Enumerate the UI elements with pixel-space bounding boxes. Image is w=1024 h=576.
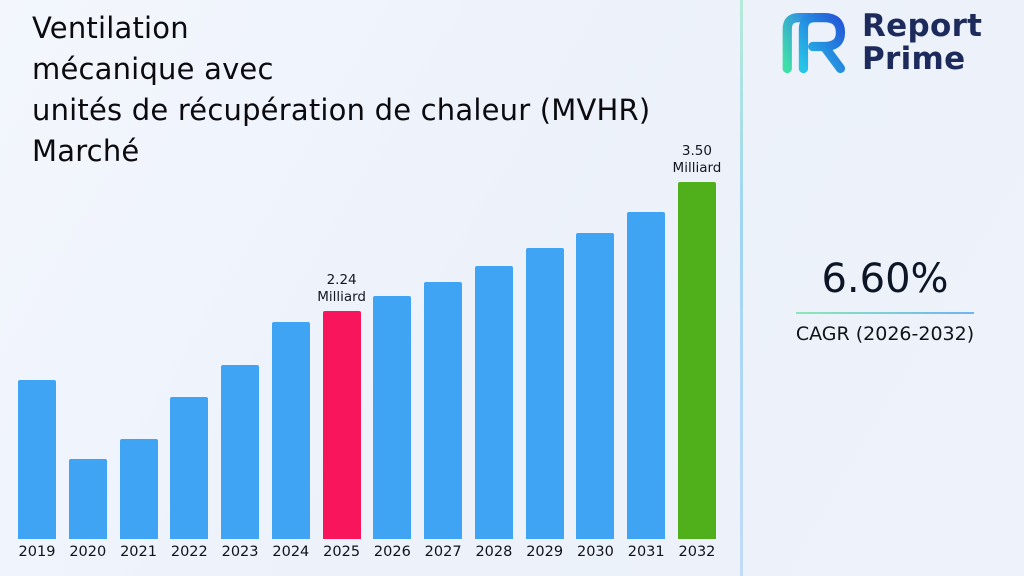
bar-wrap-2027: [424, 179, 463, 539]
bar-slot-2026: 2026: [373, 179, 412, 560]
bar-slot-2031: 2031: [627, 179, 666, 560]
bar-wrap-2032: 3.50 Milliard: [673, 143, 721, 539]
bar-slot-2030: 2030: [576, 179, 615, 560]
logo-text: Report Prime: [862, 10, 982, 76]
bar-wrap-2024: [271, 179, 310, 539]
bar-2020: [68, 459, 107, 539]
bar-wrap-2028: [474, 179, 513, 539]
bar-slot-2021: 2021: [119, 179, 158, 560]
bar-2029: [525, 248, 564, 539]
title-line-1: Ventilation: [32, 11, 189, 45]
bar-2027: [424, 282, 463, 539]
bar-slot-2019: 2019: [18, 179, 56, 560]
x-tick-2029: 2029: [526, 544, 564, 560]
bar-slot-2020: 2020: [68, 179, 107, 560]
bar-wrap-2030: [576, 179, 615, 539]
cagr-stats: 6.60% CAGR (2026-2032): [790, 256, 980, 345]
bar-2021: [119, 439, 158, 539]
bar-2024: [271, 322, 310, 539]
bar-2032: [677, 182, 716, 539]
logo-text-line-2: Prime: [862, 41, 966, 77]
cagr-underline: [796, 312, 974, 314]
bar-chart: 2019 2020 2021 2022 2023 2024 2.24 Milliard 2025…: [18, 143, 722, 560]
bar-slot-2028: 2028: [474, 179, 513, 560]
bar-slot-2025: 2.24 Milliard 2025: [317, 179, 366, 560]
bar-2023: [221, 365, 260, 539]
x-tick-2022: 2022: [170, 544, 208, 560]
report-prime-logo: Report Prime: [778, 10, 982, 76]
bar-wrap-2031: [627, 179, 666, 539]
bar-2031: [627, 212, 666, 539]
bar-wrap-2019: [18, 179, 56, 539]
bar-2019: [18, 380, 56, 539]
vertical-divider: [740, 0, 743, 576]
bar-wrap-2023: [221, 179, 260, 539]
bar-annotation-2032: 3.50 Milliard: [672, 143, 722, 176]
bar-slot-2022: 2022: [170, 179, 209, 560]
bar-slot-2024: 2024: [271, 179, 310, 560]
bar-2022: [170, 397, 209, 539]
x-tick-2031: 2031: [627, 544, 665, 560]
bar-2025: [322, 311, 361, 539]
bar-wrap-2020: [68, 179, 107, 539]
bar-wrap-2029: [525, 179, 564, 539]
bar-wrap-2026: [373, 179, 412, 539]
bar-2028: [474, 266, 513, 539]
cagr-label: CAGR (2026-2032): [795, 323, 975, 345]
cagr-value: 6.60%: [821, 256, 949, 302]
x-tick-2028: 2028: [475, 544, 513, 560]
report-prime-logo-icon: [782, 12, 846, 74]
x-tick-2026: 2026: [373, 544, 411, 560]
logo-text-line-1: Report: [862, 8, 983, 44]
bar-slot-2023: 2023: [221, 179, 260, 560]
bar-2030: [576, 233, 615, 539]
bar-wrap-2025: 2.24 Milliard: [317, 179, 366, 539]
x-tick-2023: 2023: [221, 544, 259, 560]
x-tick-2027: 2027: [424, 544, 462, 560]
x-tick-2020: 2020: [69, 544, 107, 560]
bar-wrap-2021: [119, 179, 158, 539]
bar-annotation-2025: 2.24 Milliard: [317, 272, 366, 305]
x-tick-2030: 2030: [576, 544, 614, 560]
bar-wrap-2022: [170, 179, 209, 539]
bar-slot-2032: 3.50 Milliard 2032: [673, 143, 722, 560]
x-tick-2021: 2021: [120, 544, 157, 560]
bar-slot-2029: 2029: [525, 179, 564, 560]
title-line-2: mécanique avec: [32, 52, 274, 86]
title-line-3: unités de récupération de chaleur (MVHR)…: [32, 93, 651, 168]
page-title: Ventilation mécanique avec unités de réc…: [32, 8, 752, 172]
bar-slot-2027: 2027: [424, 179, 463, 560]
x-tick-2024: 2024: [272, 544, 310, 560]
x-tick-2025: 2025: [323, 544, 361, 560]
x-tick-2019: 2019: [18, 544, 56, 560]
bar-2026: [373, 296, 412, 539]
x-tick-2032: 2032: [678, 544, 716, 560]
